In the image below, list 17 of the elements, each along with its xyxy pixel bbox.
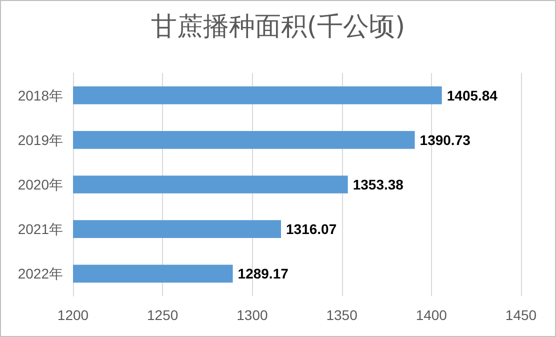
y-tick-label: 2019年 xyxy=(18,132,63,148)
x-tick-label: 1450 xyxy=(505,307,537,323)
x-tick-label: 1250 xyxy=(147,307,178,323)
y-tick-label: 2020年 xyxy=(18,176,63,192)
data-label: 1316.07 xyxy=(286,221,337,238)
y-tick-label: 2018年 xyxy=(18,87,63,104)
y-tick-label: 2021年 xyxy=(18,221,63,238)
x-tick-label: 1400 xyxy=(416,307,448,323)
x-tick-label: 1300 xyxy=(236,307,268,323)
x-tick-label: 1200 xyxy=(57,307,89,323)
data-label: 1353.38 xyxy=(352,176,404,192)
chart-title: 甘蔗播种面积(千公顷) xyxy=(150,12,406,42)
data-label: 1390.73 xyxy=(420,132,471,148)
data-label: 1289.17 xyxy=(238,266,289,282)
y-tick-label: 2022年 xyxy=(18,266,63,282)
data-label: 1405.84 xyxy=(446,87,498,104)
x-tick-label: 1350 xyxy=(326,307,358,323)
